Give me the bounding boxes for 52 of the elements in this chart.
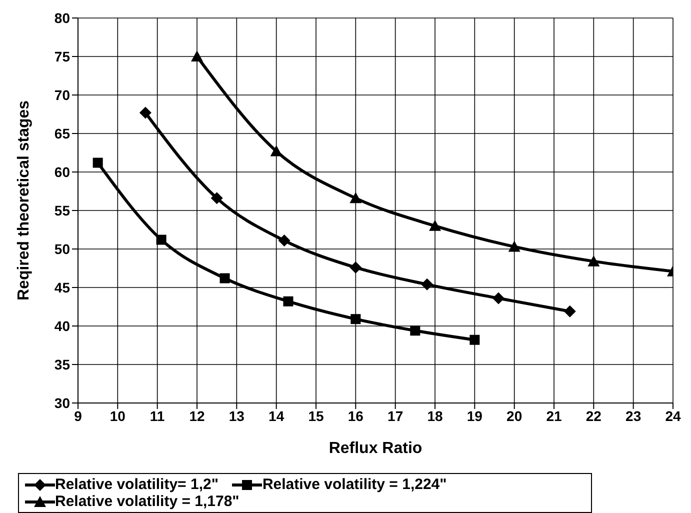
y-tick-label: 75 (54, 48, 70, 64)
x-tick-label: 13 (228, 408, 245, 424)
point (564, 305, 576, 318)
point (191, 50, 203, 62)
point (350, 192, 362, 204)
y-tick-label: 80 (54, 10, 70, 26)
y-tick-label: 60 (54, 164, 70, 180)
x-tick-label: 11 (150, 408, 165, 424)
point (139, 106, 152, 119)
x-tick-label: 18 (427, 408, 443, 424)
point (210, 192, 223, 204)
x-axis-title: Reflux Ratio (328, 440, 422, 457)
point (350, 261, 362, 274)
x-tick-label: 10 (110, 408, 126, 424)
y-axis-title: Reqired theoretical stages (16, 100, 33, 300)
legend-label: Relative volatility= 1,2" (55, 476, 218, 493)
x-tick-label: 21 (546, 408, 562, 424)
x-tick-label: 9 (74, 408, 82, 424)
y-tick-label: 35 (54, 356, 70, 372)
y-tick-label: 65 (54, 125, 70, 142)
x-tick-label: 12 (189, 408, 205, 424)
x-tick-label: 24 (665, 408, 681, 424)
y-tick-label: 55 (54, 202, 70, 218)
point (492, 292, 504, 304)
point (470, 334, 480, 345)
y-tick-label: 45 (54, 279, 70, 296)
x-tick-label: 14 (268, 408, 284, 424)
point (270, 145, 282, 156)
legend-label: Relative volatility = 1,178" (55, 493, 240, 510)
y-tick-label: 40 (54, 318, 70, 334)
x-tick-label: 23 (626, 408, 642, 424)
y-tick-label: 30 (54, 394, 70, 411)
point (220, 273, 230, 284)
x-tick-label: 16 (348, 408, 364, 424)
x-tick-label: 20 (506, 408, 522, 424)
point (508, 240, 520, 252)
y-tick-label: 70 (54, 86, 70, 103)
x-tick-label: 17 (388, 408, 404, 424)
point (429, 220, 441, 231)
point (350, 314, 361, 324)
point (410, 326, 420, 336)
x-tick-label: 15 (308, 408, 324, 424)
x-tick-label: 22 (586, 408, 602, 424)
point (278, 234, 290, 247)
point (588, 255, 600, 266)
point (283, 296, 294, 306)
point (156, 234, 166, 245)
x-tick-label: 19 (466, 408, 483, 424)
point (92, 158, 103, 168)
point (421, 278, 434, 290)
legend-label: Relative volatility = 1,224" (262, 476, 447, 493)
y-tick-label: 50 (54, 240, 70, 257)
